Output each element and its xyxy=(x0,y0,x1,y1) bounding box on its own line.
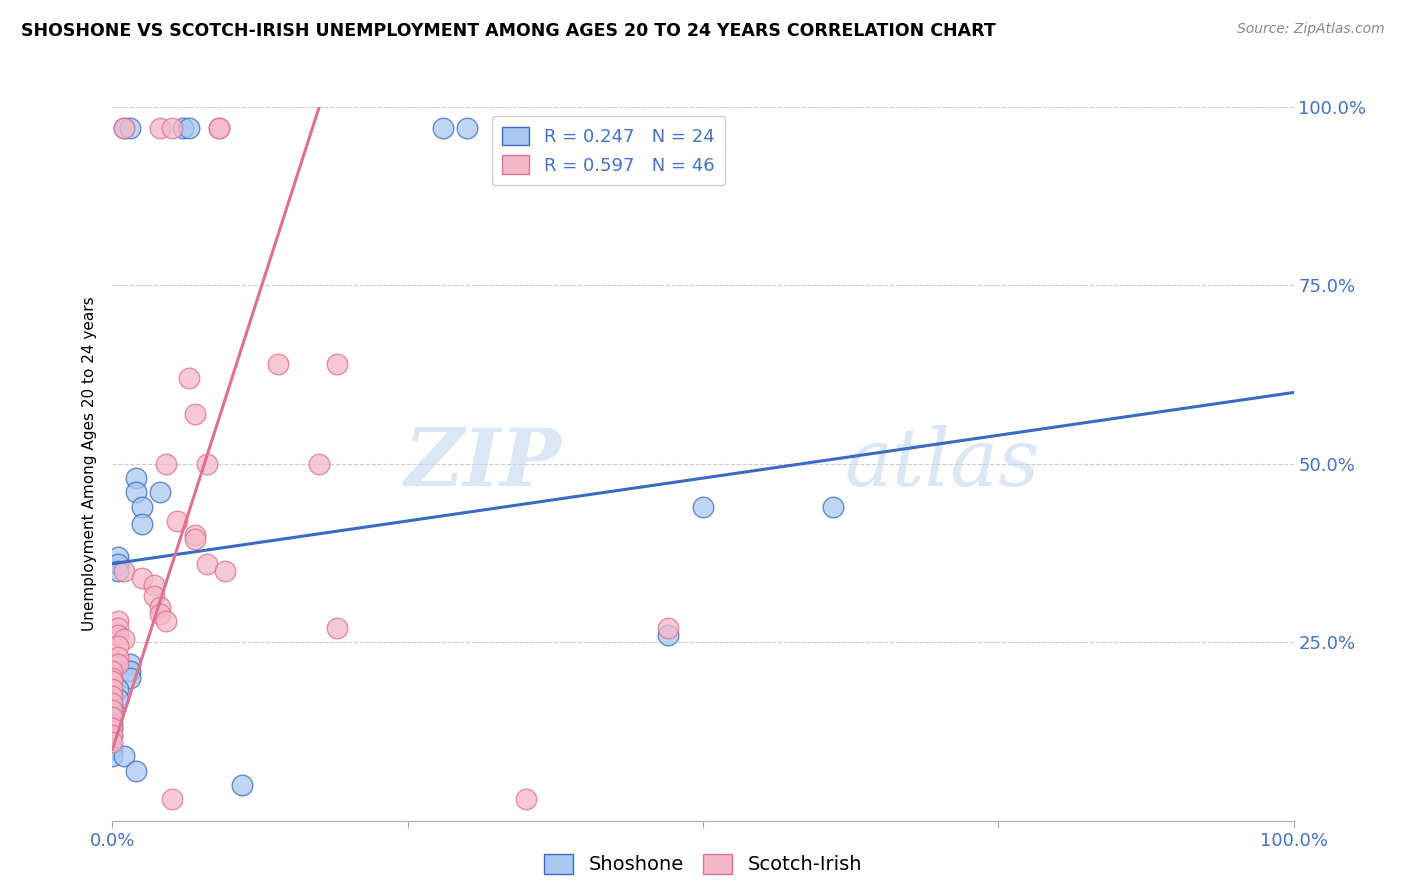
Point xyxy=(657,628,679,642)
Point xyxy=(326,357,349,371)
Point xyxy=(155,614,177,628)
Point xyxy=(125,485,148,500)
Point xyxy=(101,710,124,724)
Point xyxy=(208,121,231,136)
Point xyxy=(101,703,124,717)
Point xyxy=(112,632,135,646)
Text: ZIP: ZIP xyxy=(405,425,561,502)
Point xyxy=(149,485,172,500)
Point xyxy=(120,671,142,685)
Point xyxy=(101,699,124,714)
Point xyxy=(432,121,454,136)
Point xyxy=(308,457,330,471)
Point xyxy=(107,657,129,671)
Point xyxy=(125,764,148,778)
Point xyxy=(107,564,129,578)
Point xyxy=(107,681,129,696)
Point xyxy=(155,457,177,471)
Point xyxy=(120,657,142,671)
Point xyxy=(456,121,478,136)
Point xyxy=(208,121,231,136)
Point xyxy=(142,578,165,592)
Point xyxy=(101,717,124,731)
Point xyxy=(131,517,153,532)
Point xyxy=(160,121,183,136)
Point xyxy=(101,721,124,735)
Point xyxy=(142,589,165,603)
Point xyxy=(179,121,201,136)
Point xyxy=(149,599,172,614)
Point xyxy=(131,571,153,585)
Point xyxy=(195,557,218,571)
Point xyxy=(149,607,172,621)
Text: atlas: atlas xyxy=(845,425,1040,502)
Point xyxy=(112,749,135,764)
Point xyxy=(101,710,124,724)
Point xyxy=(821,500,844,514)
Point xyxy=(195,457,218,471)
Point xyxy=(184,528,207,542)
Point xyxy=(101,689,124,703)
Point xyxy=(131,500,153,514)
Point xyxy=(101,721,124,735)
Point xyxy=(120,664,142,678)
Point xyxy=(184,407,207,421)
Point xyxy=(267,357,290,371)
Point xyxy=(326,621,349,635)
Point xyxy=(120,121,142,136)
Point xyxy=(107,649,129,664)
Point xyxy=(125,471,148,485)
Point xyxy=(107,628,129,642)
Text: Source: ZipAtlas.com: Source: ZipAtlas.com xyxy=(1237,22,1385,37)
Point xyxy=(112,121,135,136)
Point xyxy=(172,121,194,136)
Point xyxy=(101,742,124,756)
Point xyxy=(231,778,253,792)
Point xyxy=(214,564,236,578)
Point xyxy=(107,621,129,635)
Point xyxy=(166,514,188,528)
Point xyxy=(101,749,124,764)
Point xyxy=(101,728,124,742)
Point xyxy=(112,564,135,578)
Point xyxy=(184,532,207,546)
Text: SHOSHONE VS SCOTCH-IRISH UNEMPLOYMENT AMONG AGES 20 TO 24 YEARS CORRELATION CHAR: SHOSHONE VS SCOTCH-IRISH UNEMPLOYMENT AM… xyxy=(21,22,995,40)
Point xyxy=(101,728,124,742)
Point xyxy=(107,549,129,564)
Point xyxy=(160,792,183,806)
Point xyxy=(657,621,679,635)
Point xyxy=(101,671,124,685)
Point xyxy=(515,792,537,806)
Point xyxy=(101,664,124,678)
Point xyxy=(101,706,124,721)
Point xyxy=(107,614,129,628)
Point xyxy=(101,681,124,696)
Point xyxy=(101,696,124,710)
Point xyxy=(107,639,129,653)
Point xyxy=(107,692,129,706)
Point xyxy=(112,121,135,136)
Point xyxy=(107,557,129,571)
Y-axis label: Unemployment Among Ages 20 to 24 years: Unemployment Among Ages 20 to 24 years xyxy=(82,296,97,632)
Point xyxy=(179,371,201,385)
Point xyxy=(101,674,124,689)
Point xyxy=(692,500,714,514)
Point xyxy=(101,735,124,749)
Legend: Shoshone, Scotch-Irish: Shoshone, Scotch-Irish xyxy=(536,847,870,882)
Point xyxy=(149,121,172,136)
